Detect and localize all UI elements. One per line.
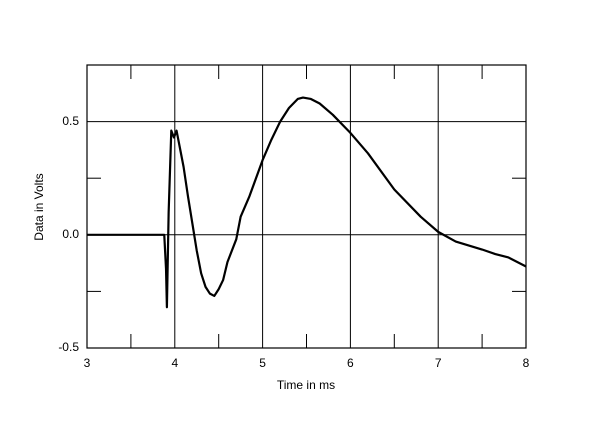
y-tick-label: -0.5 bbox=[58, 340, 79, 354]
x-tick-label: 5 bbox=[259, 356, 266, 370]
x-tick-label: 8 bbox=[523, 356, 530, 370]
y-tick-label: 0.0 bbox=[62, 227, 79, 241]
y-axis-title: Data in Volts bbox=[32, 173, 46, 240]
x-axis-title: Time in ms bbox=[277, 378, 335, 392]
x-tick-label: 3 bbox=[84, 356, 91, 370]
x-tick-label: 7 bbox=[435, 356, 442, 370]
plot-frame bbox=[86, 64, 527, 349]
y-tick-label: 0.5 bbox=[62, 114, 79, 128]
x-tick-label: 4 bbox=[171, 356, 178, 370]
x-tick-label: 6 bbox=[347, 356, 354, 370]
data-line bbox=[87, 96, 527, 309]
